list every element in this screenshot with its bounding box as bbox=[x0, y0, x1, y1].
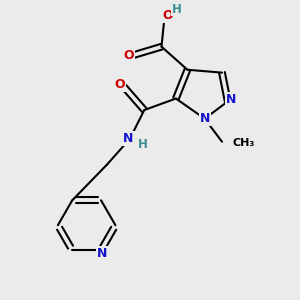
Text: N: N bbox=[123, 132, 134, 146]
Text: H: H bbox=[138, 138, 148, 151]
Text: O: O bbox=[123, 49, 134, 62]
Text: N: N bbox=[97, 247, 108, 260]
Text: N: N bbox=[200, 112, 210, 125]
Text: CH₃: CH₃ bbox=[232, 138, 254, 148]
Text: H: H bbox=[172, 3, 182, 16]
Text: O: O bbox=[115, 78, 125, 91]
Text: O: O bbox=[162, 8, 172, 22]
Text: N: N bbox=[226, 94, 236, 106]
